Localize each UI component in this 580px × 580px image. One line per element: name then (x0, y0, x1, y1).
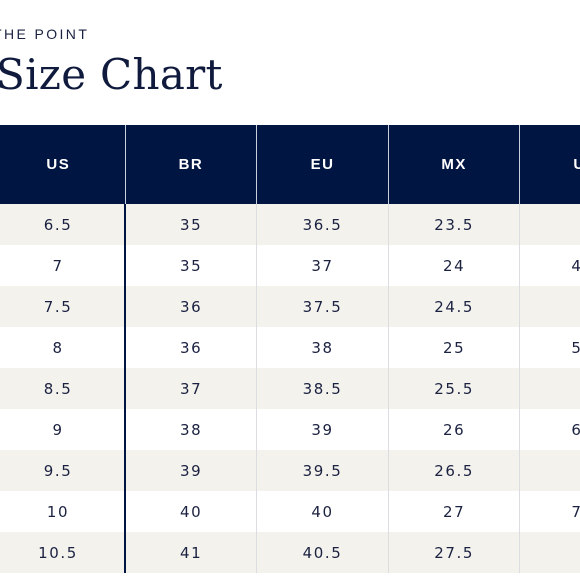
cell-uk: 4.5 (519, 245, 580, 286)
cell-uk: 6 (519, 368, 580, 409)
cell-eu: 40 (256, 491, 389, 532)
cell-us: 8.5 (0, 368, 127, 409)
cell-mx: 26.5 (388, 450, 521, 491)
column-header-br: BR (125, 125, 258, 204)
cell-uk: 4 (519, 204, 580, 245)
cell-us: 10.5 (0, 532, 127, 573)
cell-br: 35 (125, 245, 258, 286)
cell-eu: 37.5 (256, 286, 389, 327)
cell-us: 6.5 (0, 204, 127, 245)
cell-br: 40 (125, 491, 258, 532)
cell-mx: 24.5 (388, 286, 521, 327)
brand-eyebrow: THE POINT (0, 26, 90, 42)
cell-mx: 25 (388, 327, 521, 368)
cell-br: 39 (125, 450, 258, 491)
cell-mx: 25.5 (388, 368, 521, 409)
cell-mx: 26 (388, 409, 521, 450)
cell-us: 7.5 (0, 286, 127, 327)
cell-mx: 24 (388, 245, 521, 286)
cell-us: 8 (0, 327, 127, 368)
cell-eu: 39 (256, 409, 389, 450)
cell-uk: 5 (519, 286, 580, 327)
cell-eu: 40.5 (256, 532, 389, 573)
cell-br: 35 (125, 204, 258, 245)
column-header-mx: MX (388, 125, 521, 204)
cell-uk: 7.5 (519, 491, 580, 532)
cell-us: 9.5 (0, 450, 127, 491)
column-header-uk: UK (519, 125, 580, 204)
cell-mx: 27 (388, 491, 521, 532)
cell-us: 7 (0, 245, 127, 286)
cell-mx: 23.5 (388, 204, 521, 245)
size-table-container: US BR EU MX UK 6.53536.523.5473537244.57… (0, 125, 580, 580)
size-table-body: 6.53536.523.5473537244.57.53637.524.5583… (0, 204, 580, 573)
cell-br: 36 (125, 286, 258, 327)
cell-br: 37 (125, 368, 258, 409)
cell-eu: 38.5 (256, 368, 389, 409)
cell-uk: 7 (519, 450, 580, 491)
cell-uk: 6.5 (519, 409, 580, 450)
cell-us: 9 (0, 409, 127, 450)
cell-eu: 38 (256, 327, 389, 368)
page-title: Size Chart (0, 50, 223, 99)
cell-eu: 39.5 (256, 450, 389, 491)
cell-us: 10 (0, 491, 127, 532)
cell-br: 38 (125, 409, 258, 450)
column-header-eu: EU (256, 125, 389, 204)
cell-br: 36 (125, 327, 258, 368)
size-table-header: US BR EU MX UK (0, 125, 580, 204)
cell-uk: 8 (519, 532, 580, 573)
cell-mx: 27.5 (388, 532, 521, 573)
header-row: US BR EU MX UK (0, 125, 580, 204)
cell-br: 41 (125, 532, 258, 573)
column-header-us: US (0, 125, 126, 204)
cell-eu: 36.5 (256, 204, 389, 245)
cell-eu: 37 (256, 245, 389, 286)
size-table: US BR EU MX UK 6.53536.523.5473537244.57… (0, 125, 580, 573)
cell-uk: 5.5 (519, 327, 580, 368)
